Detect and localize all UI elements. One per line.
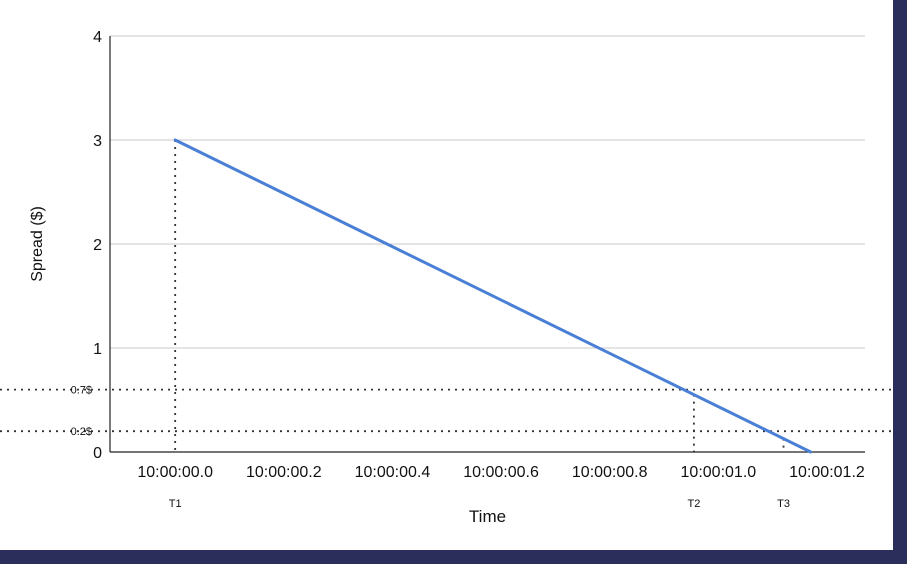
reference-lines [0, 140, 893, 452]
series [173, 138, 813, 454]
x-tick-label-1: 10:00:00.2 [246, 464, 322, 481]
x-axis-title: Time [469, 507, 506, 526]
reference-label-v-1: T2 [687, 498, 700, 510]
x-tick-label-6: 10:00:01.2 [789, 464, 865, 481]
axes [109, 36, 865, 453]
y-tick-label-1: 1 [93, 341, 102, 358]
y-tick-label-2: 2 [93, 237, 102, 254]
spread-line-chart: 0 1 2 3 4 10:00:00.0 10:00:00.2 10:00:00.4 10:00… [0, 29, 893, 526]
y-tick-label-0: 0 [93, 445, 102, 462]
y-axis-title: Spread ($) [29, 206, 46, 282]
reference-label-h-0: 0.7$ [71, 385, 92, 397]
reference-label-h-1: 0.2$ [71, 426, 92, 438]
x-tick-label-5: 10:00:01.0 [681, 464, 757, 481]
x-tick-label-0: 10:00:00.0 [137, 464, 213, 481]
reference-label-v-0: T1 [169, 498, 182, 510]
tick-labels: 0 1 2 3 4 10:00:00.0 10:00:00.2 10:00:00.4 10:00… [71, 29, 865, 510]
x-tick-label-4: 10:00:00.8 [572, 464, 648, 481]
reference-label-v-2: T3 [777, 498, 790, 510]
y-tick-label-3: 3 [93, 133, 102, 150]
gridlines [110, 35, 865, 349]
x-tick-label-3: 10:00:00.6 [463, 464, 539, 481]
y-tick-label-4: 4 [93, 29, 102, 46]
series-line-spread [173, 138, 813, 454]
x-tick-label-2: 10:00:00.4 [355, 464, 431, 481]
chart-canvas: 0 1 2 3 4 10:00:00.0 10:00:00.2 10:00:00.4 10:00… [0, 0, 893, 550]
